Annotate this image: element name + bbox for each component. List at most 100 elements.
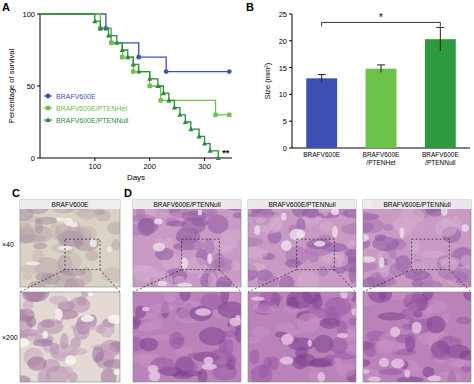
image-frame: [363, 200, 471, 287]
y-tick: [37, 158, 40, 159]
tissue-texture: [432, 321, 443, 332]
lumen: [281, 213, 286, 221]
y-tick: [289, 14, 292, 15]
tissue-texture: [279, 275, 294, 287]
x-tick-label: 300: [198, 162, 211, 171]
legend-line: [44, 107, 52, 108]
lumen: [65, 355, 76, 365]
tissue-texture: [251, 326, 269, 337]
lumen: [58, 246, 73, 251]
curve-marker: [120, 55, 124, 59]
figure: A050100100200300DaysPercentage of surviv…: [0, 0, 474, 384]
tissue-texture: [37, 319, 63, 335]
label-line: BRAFV600E: [303, 151, 341, 158]
image-title-box: [20, 200, 120, 209]
tissue-texture: [308, 252, 318, 263]
tissue-texture: [198, 369, 208, 382]
lumen: [254, 225, 260, 234]
tissue-texture: [268, 356, 279, 370]
curve-marker: [227, 113, 231, 117]
curve-marker: [196, 134, 201, 139]
legend-line: [44, 119, 52, 120]
label-line: BRAFV600E: [363, 151, 401, 158]
tissue-texture: [71, 324, 96, 331]
lumen: [281, 334, 294, 345]
image-title: BRAFV600E/PTENNull: [383, 201, 451, 208]
image-frame: [363, 292, 471, 382]
label-line: BRAFV600E: [422, 151, 460, 158]
curve-marker: [213, 113, 217, 117]
tissue-texture: [20, 264, 45, 274]
tissue-texture: [437, 371, 462, 382]
lumen: [26, 261, 40, 265]
zoom-line: [20, 270, 65, 292]
tissue-texture: [248, 263, 267, 271]
tissue-texture: [231, 261, 241, 271]
tissue-texture: [150, 303, 175, 313]
y-tick-label: 10: [279, 90, 287, 99]
tissue-texture: [346, 241, 356, 250]
tissue-texture: [85, 250, 98, 261]
tissue-texture: [75, 209, 97, 217]
bar: [425, 39, 456, 148]
y-tick: [37, 86, 40, 87]
y-axis-title: Size (mm²): [263, 62, 272, 99]
curve-marker: [166, 98, 171, 103]
lumen: [337, 333, 348, 338]
tissue-texture: [297, 313, 320, 333]
tissue-texture: [441, 258, 458, 270]
curve-marker: [158, 98, 162, 102]
curve-marker: [161, 90, 166, 95]
tissue-texture: [92, 346, 104, 362]
zoom-box: [65, 239, 100, 269]
curve-marker: [131, 62, 136, 67]
lumen: [43, 331, 48, 339]
tissue-texture: [341, 223, 356, 234]
tissue-texture: [378, 292, 386, 300]
magnification-label: ×200: [2, 334, 18, 341]
tissue-texture: [456, 317, 471, 325]
label-line: /PTENNull: [425, 159, 456, 166]
lumen: [368, 377, 381, 382]
zoom-box: [182, 239, 220, 269]
tissue-texture: [226, 355, 237, 364]
x-axis-title: Days: [127, 173, 145, 182]
image-frame: [20, 292, 120, 382]
legend-label: BRAFV600E/PTENNull: [56, 117, 129, 124]
y-tick-label: 0: [283, 144, 287, 153]
tissue-texture: [248, 216, 265, 222]
tissue-texture: [383, 224, 394, 231]
x-tick-label: BRAFV600E/PTENNull: [422, 151, 460, 166]
tissue-texture: [399, 208, 424, 224]
tissue-texture: [248, 337, 262, 344]
curve-marker: [172, 105, 177, 110]
y-tick-label: 25: [279, 10, 287, 19]
lumen: [280, 357, 293, 365]
image-frame: [133, 292, 241, 382]
y-tick-label: 100: [22, 10, 35, 19]
significance: *: [379, 12, 383, 23]
lumen: [108, 315, 120, 324]
tissue-texture: [145, 342, 155, 349]
image-frame: [20, 200, 120, 287]
lumen: [56, 217, 65, 221]
lumen: [379, 257, 384, 268]
histology-image: [248, 200, 356, 287]
lumen: [379, 358, 389, 367]
histology-image: [133, 292, 241, 382]
tissue-texture: [308, 359, 332, 367]
tissue-texture: [306, 239, 332, 249]
histology-image: [363, 200, 471, 287]
image-title: BRAFV600E/PTENNull: [268, 201, 336, 208]
lumen: [229, 317, 241, 325]
tissue-texture: [461, 255, 471, 268]
curve-marker: [188, 126, 193, 131]
tissue-texture: [103, 359, 120, 368]
tissue-texture: [34, 219, 43, 233]
y-tick-label: 0: [31, 154, 35, 163]
error-bar: [436, 27, 444, 51]
histology-image: [363, 292, 471, 382]
panel-b: 0510152025Size (mm²)BRAFV600EBRAFV600E/P…: [263, 10, 470, 166]
tissue-texture: [327, 306, 337, 323]
tissue-texture: [179, 292, 190, 302]
